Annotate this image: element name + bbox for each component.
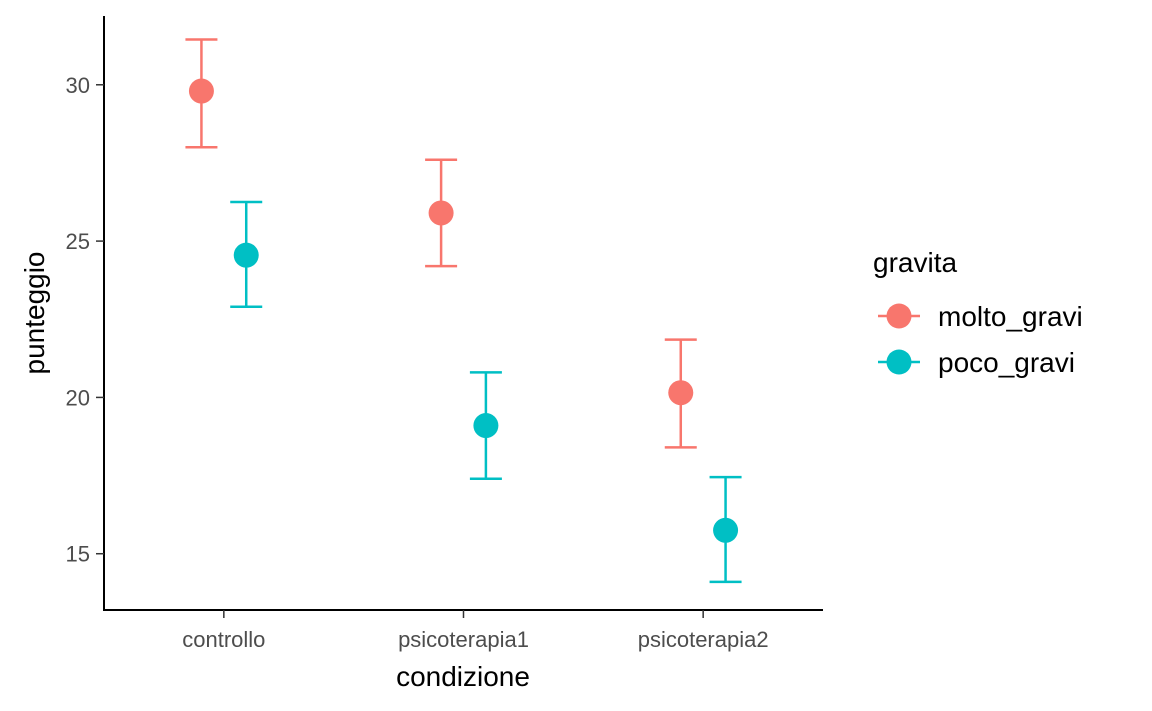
y-axis-title: punteggio xyxy=(19,251,50,374)
plot-area: 15 20 25 30 controllo psicoterapia1 psicotera… xyxy=(66,16,823,652)
data-point xyxy=(233,242,259,268)
legend: gravita molto_gravi poco_gravi xyxy=(873,247,1083,378)
y-tick-label: 25 xyxy=(66,229,90,254)
x-ticks: controllo psicoterapia1 psicoterapia2 xyxy=(182,610,769,652)
data-point xyxy=(668,380,694,406)
data-point xyxy=(428,200,454,226)
data-point xyxy=(473,413,499,439)
y-tick-label: 20 xyxy=(66,385,90,410)
data-point xyxy=(713,517,739,543)
legend-key-point xyxy=(886,349,912,375)
legend-item-poco_gravi: poco_gravi xyxy=(878,347,1075,378)
data-point xyxy=(188,78,214,104)
series-poco_gravi xyxy=(230,200,742,584)
legend-title: gravita xyxy=(873,247,957,278)
y-tick-label: 15 xyxy=(66,542,90,567)
x-axis-title: condizione xyxy=(396,661,530,692)
legend-label: molto_gravi xyxy=(938,301,1083,332)
x-tick-label: controllo xyxy=(182,627,265,652)
legend-item-molto_gravi: molto_gravi xyxy=(878,301,1083,332)
x-tick-label: psicoterapia2 xyxy=(638,627,769,652)
legend-key-point xyxy=(886,303,912,329)
series-molto_gravi xyxy=(185,38,697,449)
legend-items: molto_gravi poco_gravi xyxy=(878,301,1083,378)
x-tick-label: psicoterapia1 xyxy=(398,627,529,652)
y-tick-label: 30 xyxy=(66,73,90,98)
y-ticks: 15 20 25 30 xyxy=(66,73,104,567)
legend-label: poco_gravi xyxy=(938,347,1075,378)
data-marks xyxy=(185,38,742,584)
